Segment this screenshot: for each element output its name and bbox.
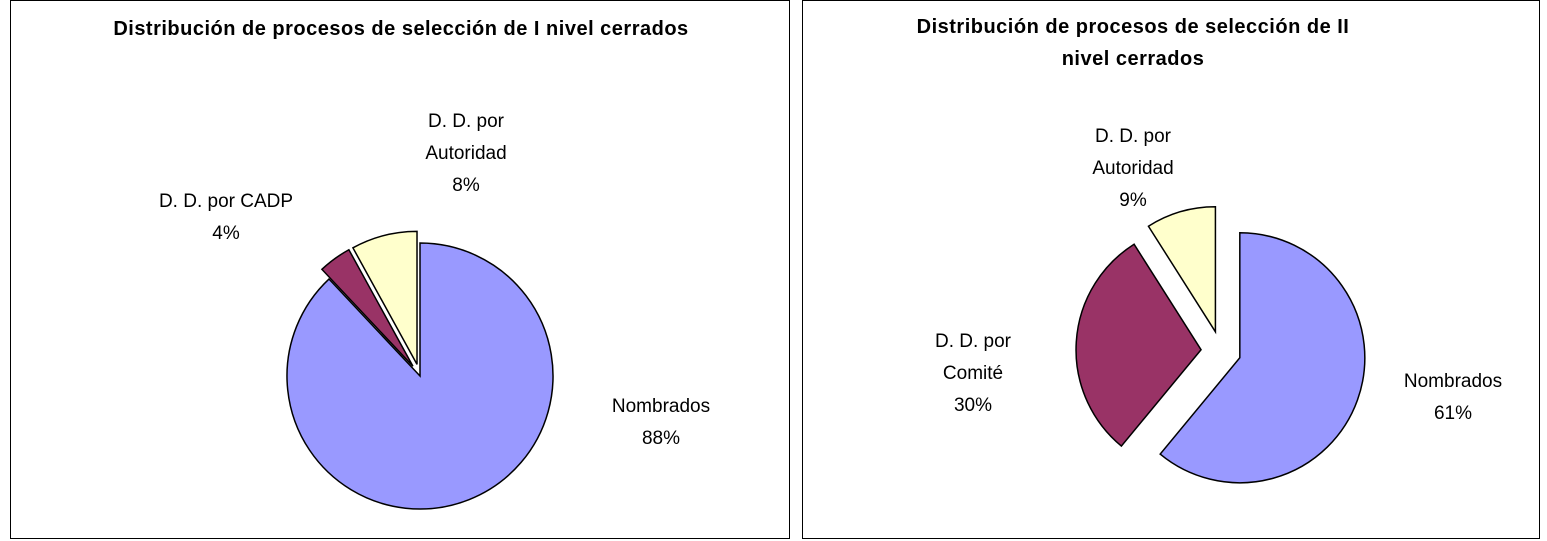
value-label: 4% [212, 223, 240, 244]
pie-slice [1159, 232, 1366, 484]
pie-slice [320, 248, 414, 367]
category-label: Nombrados [611, 396, 711, 417]
pie-slice [1075, 243, 1202, 448]
category-label: D. D. por Autoridad [1092, 126, 1174, 179]
value-label: 88% [641, 428, 681, 449]
category-label: D. D. por Autoridad [425, 111, 507, 164]
pie-slice [351, 230, 418, 365]
pie-slice [286, 242, 554, 510]
chart-title: Distribución de procesos de selección de… [916, 16, 1350, 70]
value-label: 8% [452, 175, 480, 196]
chart-panel: Distribución de procesos de selección de… [802, 0, 1540, 539]
category-label: D. D. por CADP [158, 191, 294, 212]
pie [1075, 206, 1366, 484]
data-label: D. D. por Autoridad 9% [1063, 121, 1203, 217]
data-label: Nombrados 61% [1383, 366, 1523, 430]
chart-panel: Distribución de procesos de selección de… [10, 0, 790, 539]
value-label: 9% [1119, 190, 1147, 211]
pie-slice [1147, 206, 1217, 335]
value-label: 61% [1433, 403, 1473, 424]
data-label: D. D. por Comité 30% [903, 326, 1043, 422]
data-label: D. D. por CADP 4% [156, 186, 296, 250]
chart-title: Distribución de procesos de selección de… [113, 18, 689, 40]
category-label: Nombrados [1403, 371, 1503, 392]
category-label: D. D. por Comité [934, 331, 1012, 384]
data-label: Nombrados 88% [591, 391, 731, 455]
pie [286, 230, 554, 510]
data-label: D. D. por Autoridad 8% [396, 106, 536, 202]
value-label: 30% [953, 395, 993, 416]
